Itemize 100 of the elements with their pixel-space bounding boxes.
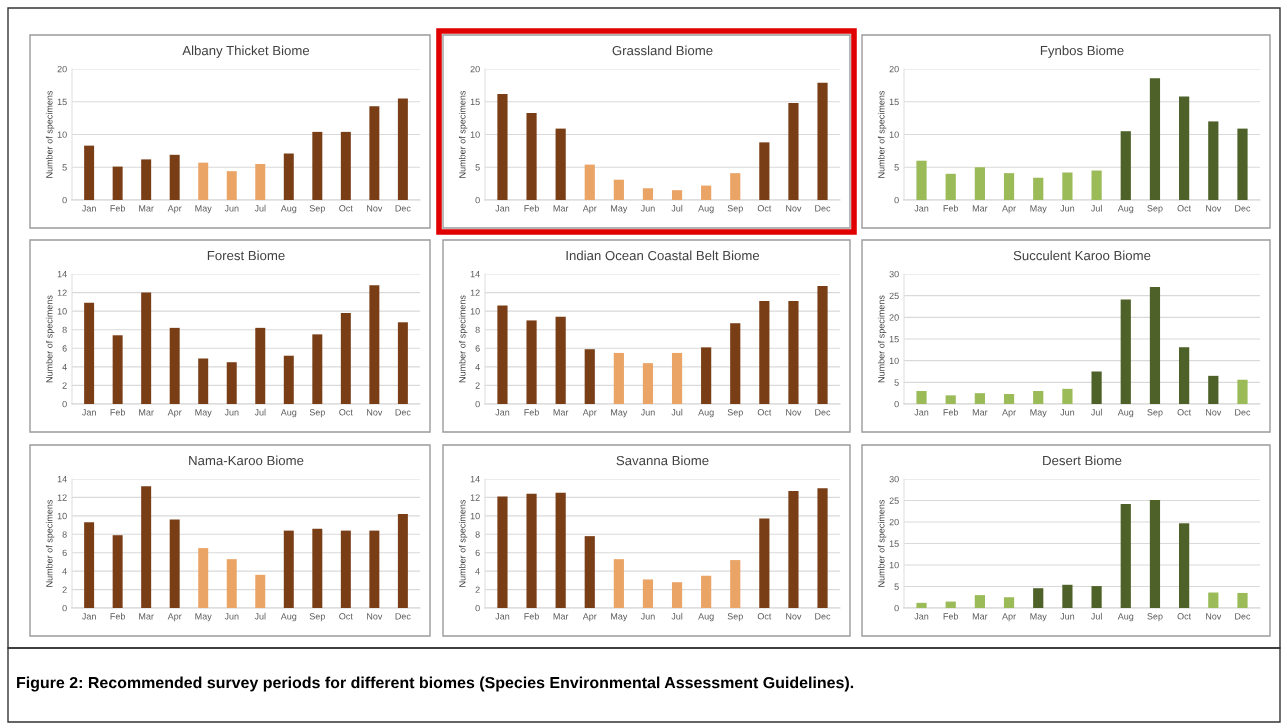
x-tick-label: Mar bbox=[553, 205, 569, 212]
bar bbox=[112, 166, 123, 200]
bar bbox=[497, 496, 508, 608]
bar bbox=[1179, 347, 1190, 404]
x-tick-label: Aug bbox=[698, 409, 714, 418]
x-tick-label: Jul bbox=[671, 408, 683, 416]
y-tick-label: 14 bbox=[57, 476, 67, 483]
chart-title: Albany Thicket Biome bbox=[182, 45, 310, 58]
x-tick-label: Dec bbox=[395, 409, 411, 416]
x-tick-label: Sep bbox=[1147, 409, 1163, 418]
bar bbox=[945, 601, 956, 608]
x-tick-label: Oct bbox=[339, 409, 353, 416]
x-tick-label: May bbox=[195, 409, 212, 418]
x-tick-label: Dec bbox=[815, 613, 831, 620]
x-tick-label: Feb bbox=[943, 408, 959, 416]
y-tick-label: 2 bbox=[62, 586, 67, 593]
bar bbox=[1237, 592, 1248, 608]
x-tick-label: Oct bbox=[1177, 613, 1192, 620]
x-tick-label: May bbox=[1030, 409, 1047, 418]
y-tick-label: 0 bbox=[475, 196, 480, 204]
x-tick-label: Dec bbox=[1235, 613, 1251, 620]
bar bbox=[613, 179, 624, 200]
bar bbox=[497, 305, 508, 404]
bar bbox=[226, 362, 237, 404]
bar bbox=[526, 493, 537, 608]
bar bbox=[141, 159, 152, 200]
bar bbox=[198, 162, 209, 200]
bar bbox=[555, 316, 566, 404]
x-tick-label: Sep bbox=[727, 409, 743, 418]
bar bbox=[671, 582, 683, 608]
x-tick-label: Sep bbox=[1147, 613, 1163, 622]
bar bbox=[198, 548, 209, 608]
y-axis-title: Number of specimens bbox=[877, 499, 887, 587]
chart-title: Succulent Karoo Biome bbox=[1013, 250, 1151, 261]
x-tick-label: Jan bbox=[914, 205, 929, 212]
x-tick-label: Jan bbox=[914, 409, 929, 416]
x-tick-label: Mar bbox=[139, 613, 154, 620]
y-tick-label: 2 bbox=[62, 382, 67, 389]
x-tick-label: Jun bbox=[224, 613, 239, 620]
x-tick-label: Sep bbox=[727, 205, 743, 214]
bar bbox=[1003, 173, 1015, 200]
y-tick-label: 20 bbox=[889, 314, 899, 321]
x-tick-label: Jul bbox=[254, 204, 266, 212]
bar bbox=[283, 355, 294, 404]
x-tick-label: Mar bbox=[553, 409, 569, 416]
x-tick-label: Feb bbox=[524, 612, 539, 620]
bar bbox=[1091, 170, 1102, 200]
bar bbox=[1062, 584, 1073, 608]
x-tick-label: Apr bbox=[1002, 409, 1016, 418]
bar bbox=[1149, 500, 1161, 608]
x-tick-label: May bbox=[1030, 205, 1047, 214]
x-tick-label: Nov bbox=[1206, 409, 1222, 416]
x-tick-label: Jul bbox=[671, 204, 683, 212]
bar bbox=[283, 530, 294, 608]
bar bbox=[974, 595, 985, 608]
bar bbox=[584, 164, 595, 200]
y-tick-label: 4 bbox=[475, 363, 480, 371]
bar bbox=[312, 334, 323, 404]
y-axis-title: Number of specimens bbox=[458, 499, 468, 587]
bar bbox=[84, 522, 95, 608]
bar bbox=[817, 286, 828, 404]
x-tick-label: Aug bbox=[698, 613, 714, 622]
x-tick-label: Dec bbox=[815, 409, 831, 416]
bar bbox=[1120, 503, 1131, 608]
x-tick-label: Sep bbox=[309, 409, 325, 418]
chart-title: Grassland Biome bbox=[612, 45, 713, 56]
bar bbox=[312, 528, 323, 608]
bar bbox=[84, 302, 95, 404]
x-tick-label: Sep bbox=[309, 613, 325, 622]
bar bbox=[916, 160, 927, 200]
bar bbox=[788, 300, 799, 404]
y-tick-label: 5 bbox=[475, 164, 480, 171]
bar bbox=[701, 575, 712, 608]
bar bbox=[198, 358, 209, 404]
x-tick-label: Dec bbox=[395, 613, 411, 620]
y-tick-label: 15 bbox=[889, 98, 899, 106]
bar bbox=[555, 128, 566, 200]
y-axis-title: Number of specimens bbox=[458, 90, 468, 178]
bar bbox=[974, 393, 985, 404]
x-tick-label: Sep bbox=[727, 613, 743, 622]
chart-title: Savanna Biome bbox=[616, 455, 709, 466]
y-tick-label: 10 bbox=[57, 308, 67, 315]
bar bbox=[226, 559, 237, 608]
x-tick-label: Mar bbox=[972, 205, 988, 212]
bar bbox=[584, 349, 595, 404]
x-tick-label: Jan bbox=[914, 613, 929, 620]
bar bbox=[1033, 391, 1044, 404]
y-tick-label: 6 bbox=[62, 549, 67, 557]
bar bbox=[759, 300, 770, 404]
x-tick-label: Mar bbox=[972, 613, 988, 620]
y-tick-label: 14 bbox=[57, 271, 67, 278]
y-tick-label: 4 bbox=[62, 568, 67, 575]
x-tick-label: May bbox=[611, 409, 628, 418]
y-tick-label: 0 bbox=[475, 604, 480, 612]
bar bbox=[397, 514, 408, 608]
bar bbox=[1237, 379, 1248, 404]
y-axis-title: Number of specimens bbox=[45, 499, 55, 587]
y-tick-label: 10 bbox=[470, 308, 480, 315]
bar bbox=[397, 322, 408, 404]
y-tick-label: 20 bbox=[470, 65, 480, 73]
